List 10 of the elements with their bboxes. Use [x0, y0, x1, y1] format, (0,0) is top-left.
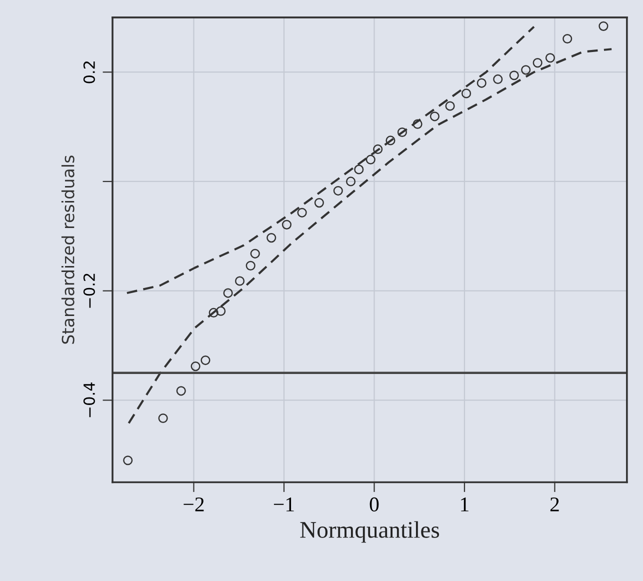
x-axis-title: Normquantiles: [300, 521, 440, 543]
x-tick-label: −1: [274, 498, 294, 512]
x-tick-label: 0: [370, 497, 379, 512]
x-tick-label: −2: [184, 497, 204, 512]
y-tick-label: −0.2: [83, 274, 95, 308]
y-tick-label: 0.2: [83, 61, 95, 84]
y-tick-label: −0.4: [83, 382, 95, 418]
x-tick-label: 2: [550, 497, 559, 512]
x-tick-label: 1: [461, 498, 468, 512]
y-axis-title: Standardized residuals: [61, 156, 74, 344]
